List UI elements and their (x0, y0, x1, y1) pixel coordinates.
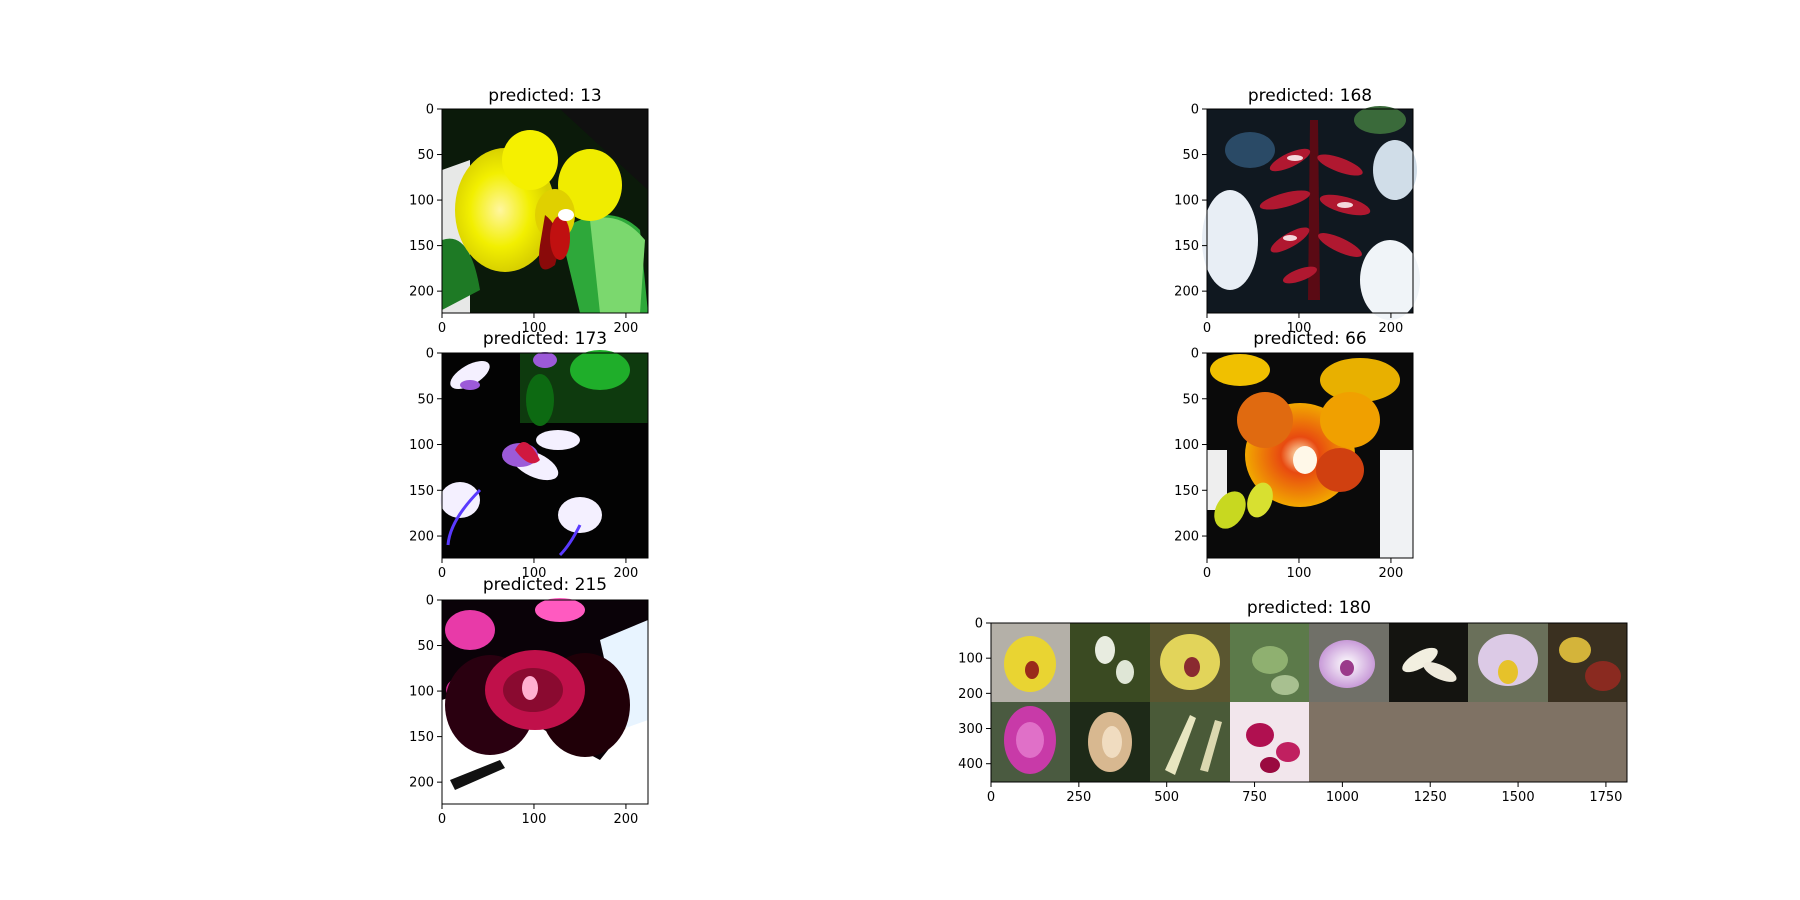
panel-4: predicted: 66 (1207, 329, 1413, 558)
x-tick-label: 200 (1379, 321, 1404, 336)
y-tick-label: 100 (958, 652, 983, 667)
y-tick-label: 150 (409, 730, 434, 745)
x-tick-label: 250 (1066, 790, 1091, 805)
y-tick-label: 150 (1174, 484, 1199, 499)
panel-4-title: predicted: 66 (1253, 329, 1366, 349)
y-tick-label: 0 (426, 594, 434, 609)
grid-tile-6 (1389, 623, 1468, 702)
x-tick-label: 100 (1287, 321, 1312, 336)
y-tick-label: 150 (1174, 239, 1199, 254)
panel-6-title: predicted: 180 (1247, 598, 1371, 618)
grid-tile-10 (1070, 702, 1150, 782)
grid-tile-4 (1230, 623, 1309, 702)
y-tick-label: 50 (417, 148, 434, 163)
x-tick-label: 200 (614, 812, 639, 827)
axes-frame (1206, 352, 1414, 559)
panel-3: predicted: 173 (440, 329, 648, 558)
panel-4-image (1207, 353, 1413, 558)
panel-2-axes: 0 100 200 0 50 100 150 200 (1174, 103, 1414, 336)
panel-2-image (1202, 106, 1420, 320)
grid-tile-2 (1070, 623, 1150, 702)
y-tick-label: 400 (958, 757, 983, 772)
y-tick-label: 200 (958, 687, 983, 702)
y-tick-label: 150 (409, 239, 434, 254)
x-tick-label: 200 (614, 566, 639, 581)
panel-5-image (442, 598, 648, 804)
y-tick-label: 100 (409, 685, 434, 700)
x-tick-label: 0 (1203, 321, 1211, 336)
panel-2-title: predicted: 168 (1248, 86, 1372, 106)
panel-5-axes: 0 100 200 0 50 100 150 200 (409, 594, 649, 827)
y-tick-label: 100 (409, 194, 434, 209)
y-tick-label: 50 (417, 392, 434, 407)
y-tick-label: 0 (426, 347, 434, 362)
x-tick-label: 750 (1242, 790, 1267, 805)
y-tick-label: 200 (409, 776, 434, 791)
panel-6-image (991, 623, 1627, 782)
grid-tile-5 (1309, 623, 1389, 702)
axes-frame (441, 352, 649, 559)
y-tick-label: 100 (1174, 438, 1199, 453)
y-tick-label: 150 (409, 484, 434, 499)
y-tick-label: 0 (426, 103, 434, 118)
axes-frame (1206, 108, 1414, 314)
y-tick-label: 200 (1174, 530, 1199, 545)
x-tick-label: 200 (1379, 566, 1404, 581)
y-tick-label: 0 (1191, 103, 1199, 118)
grid-tile-7 (1468, 623, 1548, 702)
x-tick-label: 0 (1203, 566, 1211, 581)
axes-frame (441, 599, 649, 805)
panel-6-axes: 0 250 500 750 1000 1250 1500 1750 0 100 200 300 400 (958, 617, 1628, 805)
panel-3-axes: 0 100 200 0 50 100 150 200 (409, 347, 649, 581)
x-tick-label: 1750 (1589, 790, 1622, 805)
panel-3-title: predicted: 173 (483, 329, 607, 349)
y-tick-label: 200 (409, 285, 434, 300)
grid-tile-12 (1230, 702, 1309, 782)
x-tick-label: 0 (438, 812, 446, 827)
panel-3-image (440, 350, 648, 558)
axes-frame (441, 108, 649, 314)
y-tick-label: 200 (409, 530, 434, 545)
panel-1-axes: 0 100 200 0 50 100 150 200 (409, 103, 649, 336)
x-tick-label: 500 (1154, 790, 1179, 805)
grid-tile-8 (1548, 623, 1627, 702)
x-tick-label: 100 (522, 321, 547, 336)
axes-layer: 0 100 200 0 50 100 150 200 0 100 200 0 50 100 150 200 0 1… (409, 103, 1628, 827)
y-tick-label: 200 (1174, 285, 1199, 300)
x-tick-label: 1250 (1414, 790, 1447, 805)
grid-tile-11 (1150, 702, 1230, 782)
x-tick-label: 0 (438, 566, 446, 581)
axes-frame (990, 622, 1628, 783)
grid-tile-3 (1150, 623, 1230, 702)
y-tick-label: 0 (975, 617, 983, 632)
y-tick-label: 100 (409, 438, 434, 453)
y-tick-label: 0 (1191, 347, 1199, 362)
y-tick-label: 50 (1182, 148, 1199, 163)
panel-2: predicted: 168 (1202, 86, 1420, 320)
panel-5-title: predicted: 215 (483, 575, 607, 595)
y-tick-label: 100 (1174, 194, 1199, 209)
x-tick-label: 0 (438, 321, 446, 336)
panel-5: predicted: 215 (442, 575, 648, 804)
y-tick-label: 300 (958, 722, 983, 737)
panel-1-image (442, 109, 648, 313)
y-tick-label: 50 (1182, 392, 1199, 407)
x-tick-label: 100 (1287, 566, 1312, 581)
x-tick-label: 100 (522, 566, 547, 581)
x-tick-label: 1500 (1502, 790, 1535, 805)
panel-1: predicted: 13 (442, 86, 648, 313)
panel-1-title: predicted: 13 (488, 86, 601, 106)
x-tick-label: 0 (987, 790, 995, 805)
y-tick-label: 50 (417, 639, 434, 654)
panel-6: predicted: 180 (991, 598, 1627, 782)
x-tick-label: 100 (522, 812, 547, 827)
x-tick-label: 1000 (1326, 790, 1359, 805)
panel-4-axes: 0 100 200 0 50 100 150 200 (1174, 347, 1414, 581)
x-tick-label: 200 (614, 321, 639, 336)
grid-tile-9 (991, 702, 1070, 782)
grid-tile-1 (991, 623, 1070, 702)
